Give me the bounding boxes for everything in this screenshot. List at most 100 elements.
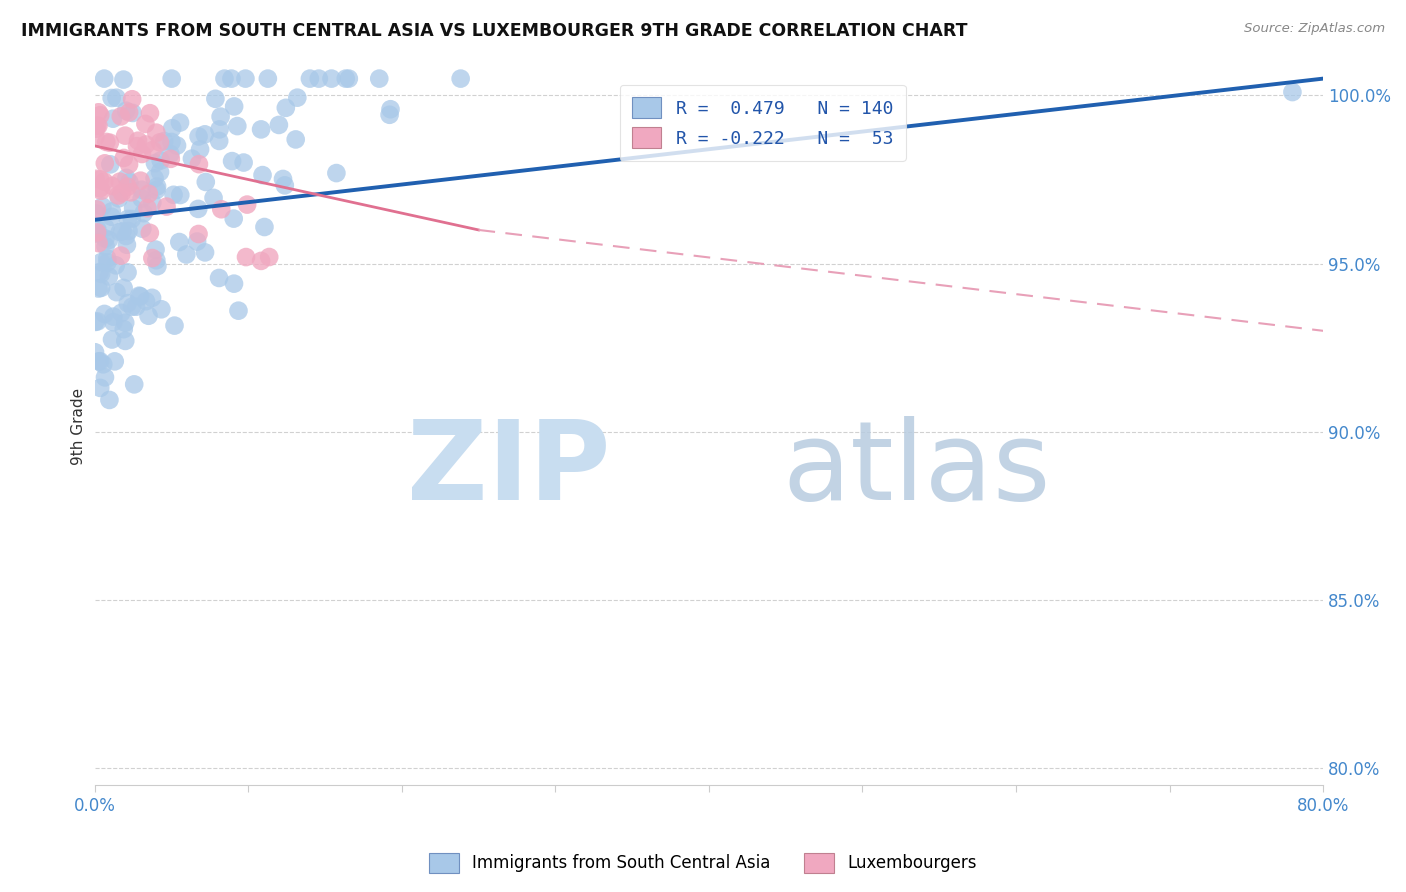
Point — [104, 354, 127, 368]
Point — [187, 202, 209, 216]
Point — [118, 157, 141, 171]
Point — [204, 92, 226, 106]
Point — [94, 231, 117, 245]
Point — [93, 71, 115, 86]
Point — [208, 122, 231, 136]
Point — [337, 71, 360, 86]
Point — [285, 90, 308, 104]
Point — [221, 154, 243, 169]
Point — [142, 143, 165, 157]
Point — [208, 134, 231, 148]
Point — [181, 152, 204, 166]
Point — [98, 157, 121, 171]
Point — [121, 106, 143, 120]
Point — [186, 235, 208, 249]
Point — [145, 253, 167, 268]
Point — [90, 281, 112, 295]
Point — [97, 269, 120, 284]
Y-axis label: 9th Grade: 9th Grade — [72, 388, 86, 466]
Point — [166, 138, 188, 153]
Point — [139, 106, 162, 120]
Point — [335, 71, 357, 86]
Point — [129, 289, 152, 303]
Point — [110, 249, 132, 263]
Point — [98, 136, 121, 150]
Point — [194, 245, 217, 260]
Point — [115, 103, 138, 118]
Point — [209, 202, 232, 217]
Point — [101, 112, 124, 126]
Point — [105, 285, 128, 300]
Point — [117, 211, 139, 226]
Point — [103, 310, 125, 324]
Point — [188, 143, 211, 157]
Point — [169, 115, 191, 129]
Point — [96, 135, 118, 149]
Point — [87, 105, 110, 120]
Point — [121, 300, 143, 314]
Point — [321, 71, 343, 86]
Point — [97, 233, 120, 247]
Point — [134, 117, 156, 131]
Point — [111, 186, 134, 200]
Point — [149, 136, 172, 150]
Point — [93, 307, 115, 321]
Text: Source: ZipAtlas.com: Source: ZipAtlas.com — [1244, 22, 1385, 36]
Point — [250, 253, 273, 268]
Point — [159, 147, 181, 161]
Point — [103, 315, 125, 329]
Point — [160, 121, 183, 136]
Point — [107, 191, 129, 205]
Point — [112, 151, 135, 165]
Point — [163, 318, 186, 333]
Point — [155, 200, 177, 214]
Point — [143, 156, 166, 170]
Point — [101, 333, 124, 347]
Point — [93, 175, 115, 189]
Point — [91, 199, 114, 213]
Point — [150, 302, 173, 317]
Point — [209, 110, 232, 124]
Point — [122, 201, 145, 215]
Point — [160, 135, 183, 149]
Point — [87, 119, 110, 133]
Point — [89, 108, 111, 122]
Point — [84, 121, 107, 136]
Point — [118, 175, 141, 189]
Point — [114, 128, 136, 143]
Point — [90, 184, 112, 198]
Point — [90, 255, 112, 269]
Point — [110, 306, 132, 320]
Text: IMMIGRANTS FROM SOUTH CENTRAL ASIA VS LUXEMBOURGER 9TH GRADE CORRELATION CHART: IMMIGRANTS FROM SOUTH CENTRAL ASIA VS LU… — [21, 22, 967, 40]
Point — [117, 265, 139, 279]
Point — [114, 316, 136, 330]
Point — [89, 265, 111, 279]
Point — [84, 315, 107, 329]
Point — [114, 334, 136, 348]
Point — [94, 156, 117, 170]
Point — [84, 345, 107, 359]
Point — [141, 291, 163, 305]
Point — [100, 91, 122, 105]
Point — [100, 210, 122, 224]
Point — [104, 258, 127, 272]
Point — [228, 303, 250, 318]
Point — [132, 206, 155, 220]
Legend: R =  0.479   N = 140, R = -0.222   N =  53: R = 0.479 N = 140, R = -0.222 N = 53 — [620, 85, 905, 161]
Point — [121, 212, 143, 227]
Point — [253, 219, 276, 234]
Point — [235, 71, 257, 86]
Point — [252, 168, 274, 182]
Point — [378, 108, 401, 122]
Point — [141, 195, 163, 210]
Point — [96, 255, 118, 269]
Point — [143, 171, 166, 186]
Point — [1281, 85, 1303, 99]
Point — [450, 71, 472, 86]
Point — [222, 277, 245, 291]
Point — [250, 122, 273, 136]
Point — [87, 236, 110, 251]
Point — [141, 251, 163, 265]
Point — [131, 183, 153, 197]
Point — [125, 300, 148, 314]
